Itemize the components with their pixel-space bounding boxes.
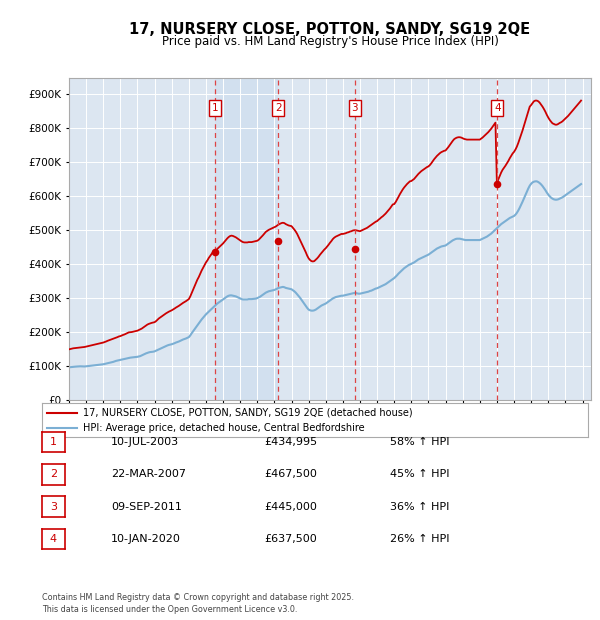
Text: 1: 1 [212,103,218,113]
Text: 4: 4 [50,534,57,544]
Text: 10-JUL-2003: 10-JUL-2003 [111,437,179,447]
Text: £445,000: £445,000 [264,502,317,512]
Text: £637,500: £637,500 [264,534,317,544]
Bar [278,78,355,400]
Text: 17, NURSERY CLOSE, POTTON, SANDY, SG19 2QE: 17, NURSERY CLOSE, POTTON, SANDY, SG19 2… [130,22,530,37]
Text: 45% ↑ HPI: 45% ↑ HPI [390,469,449,479]
Text: 3: 3 [352,103,358,113]
Text: HPI: Average price, detached house, Central Bedfordshire: HPI: Average price, detached house, Cent… [83,423,365,433]
Text: 1: 1 [50,437,57,447]
Text: 22-MAR-2007: 22-MAR-2007 [111,469,186,479]
Text: 3: 3 [50,502,57,512]
Text: Contains HM Land Registry data © Crown copyright and database right 2025.
This d: Contains HM Land Registry data © Crown c… [42,593,354,614]
Bar [355,78,497,400]
Text: Price paid vs. HM Land Registry's House Price Index (HPI): Price paid vs. HM Land Registry's House … [161,35,499,48]
Text: 26% ↑ HPI: 26% ↑ HPI [390,534,449,544]
Text: 4: 4 [494,103,500,113]
Text: 10-JAN-2020: 10-JAN-2020 [111,534,181,544]
Text: 58% ↑ HPI: 58% ↑ HPI [390,437,449,447]
Bar [215,78,278,400]
Text: 2: 2 [275,103,281,113]
Text: 2: 2 [50,469,57,479]
Text: 17, NURSERY CLOSE, POTTON, SANDY, SG19 2QE (detached house): 17, NURSERY CLOSE, POTTON, SANDY, SG19 2… [83,407,413,417]
Text: 09-SEP-2011: 09-SEP-2011 [111,502,182,512]
Text: £467,500: £467,500 [264,469,317,479]
Text: 36% ↑ HPI: 36% ↑ HPI [390,502,449,512]
Text: £434,995: £434,995 [264,437,317,447]
